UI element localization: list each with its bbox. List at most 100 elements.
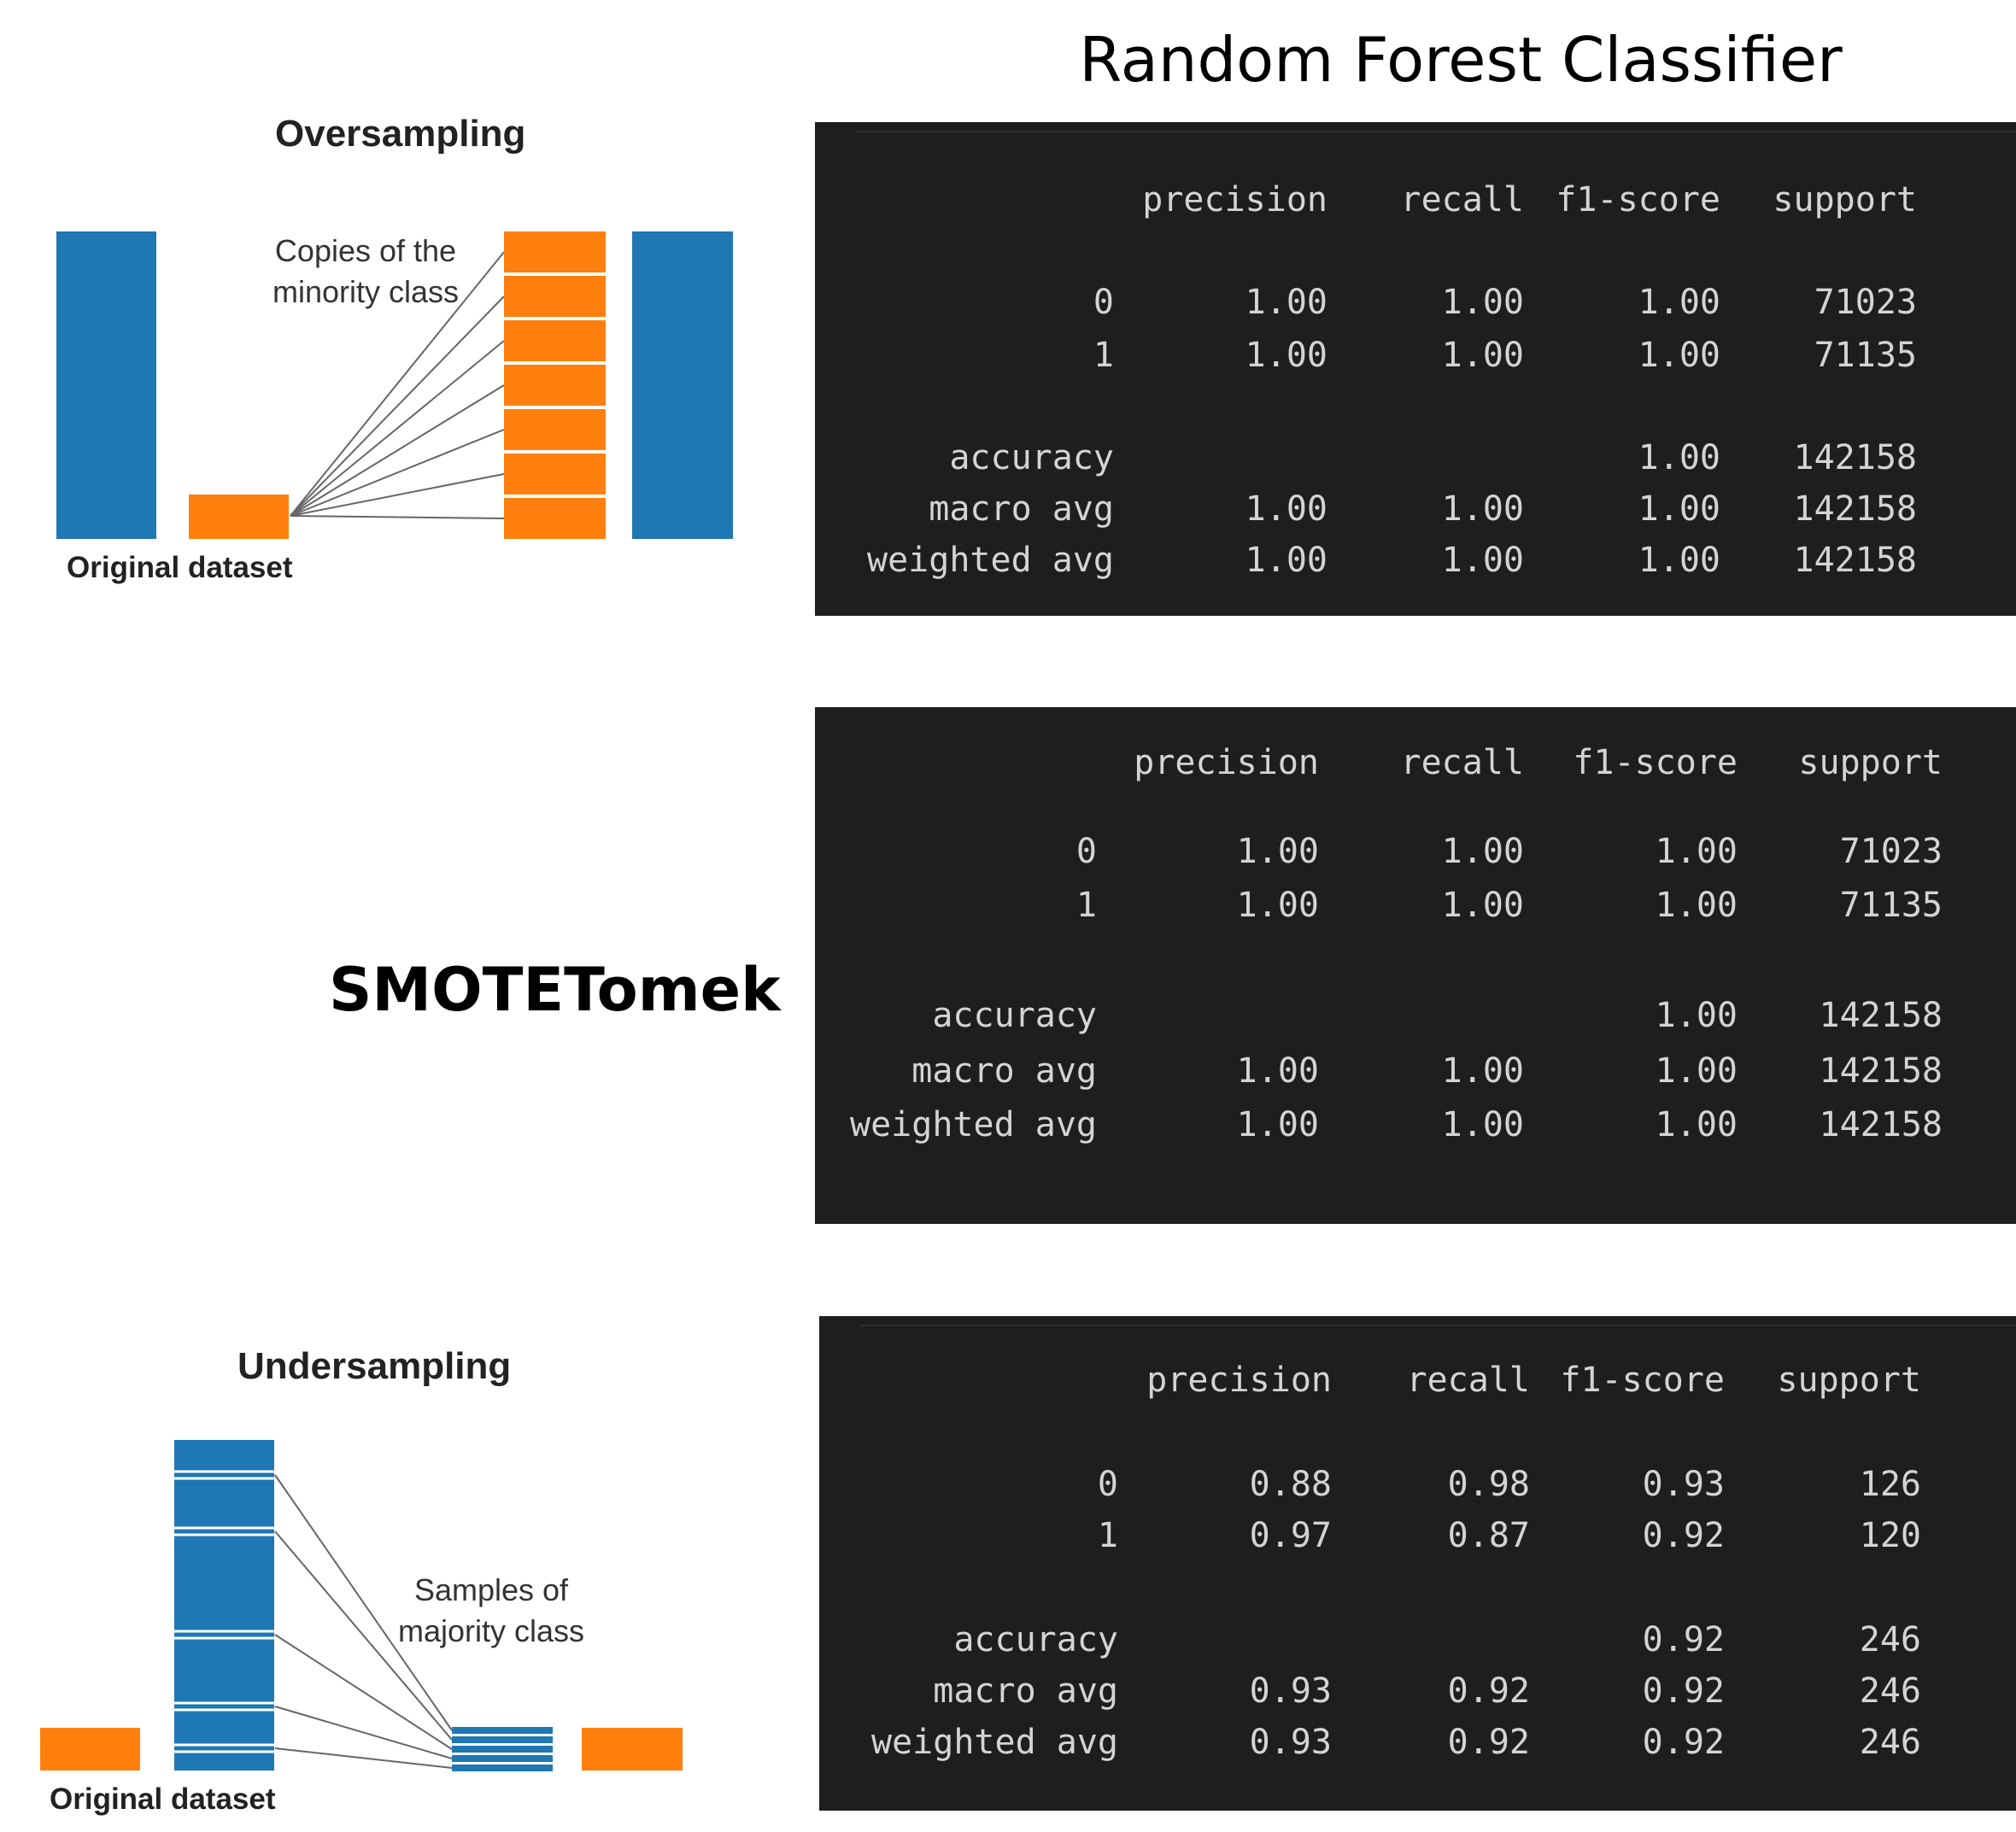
report-cell-recall: 1.00	[1441, 886, 1524, 925]
report-cell-f1: 1.00	[1638, 541, 1720, 580]
report-cell-support: 71135	[1814, 336, 1917, 375]
report-row-label: 1	[1075, 886, 1097, 925]
report-row-label: 1	[1097, 1516, 1118, 1555]
report-cell-support: 142158	[1819, 1105, 1943, 1144]
oversampling-minority-copies-stack	[504, 231, 606, 539]
report-row-label: accuracy	[932, 996, 1097, 1035]
report-cell-f1: 0.92	[1642, 1516, 1725, 1555]
report-header-recall: recall	[1406, 1361, 1531, 1400]
report-cell-precision: 1.00	[1236, 1051, 1319, 1091]
undersampling-minority-bar	[582, 1728, 683, 1771]
report-header-f1-score: f1-score	[1560, 1361, 1725, 1400]
report-cell-recall: 0.98	[1447, 1465, 1530, 1504]
report-header-f1-score: f1-score	[1556, 180, 1720, 219]
report-cell-recall: 1.00	[1441, 1105, 1524, 1144]
oversampling-result-majority-bar	[632, 231, 733, 539]
minority-copy-block	[504, 231, 606, 272]
report-cell-f1: 0.92	[1642, 1723, 1725, 1762]
report-header-precision: precision	[1134, 743, 1319, 782]
undersampling-annotation-line2: majority class	[397, 1613, 585, 1648]
report-row-label: weighted avg	[867, 541, 1114, 580]
oversampling-footer: Original dataset	[67, 551, 293, 584]
report-cell-recall: 1.00	[1441, 336, 1524, 375]
oversampling-original-minority-bar	[189, 495, 289, 539]
report-cell-precision: 1.00	[1236, 832, 1319, 871]
report-row-label: macro avg	[911, 1051, 1097, 1091]
minority-copy-block	[504, 365, 606, 406]
report-cell-precision: 0.97	[1249, 1516, 1332, 1555]
smotetomek-label: SMOTETomek	[329, 955, 781, 1025]
report-cell-f1: 0.93	[1642, 1465, 1725, 1504]
report-row-label: 1	[1093, 336, 1114, 375]
report-header-recall: recall	[1400, 743, 1525, 782]
report-cell-support: 246	[1859, 1620, 1921, 1659]
report-cell-support: 142158	[1793, 438, 1918, 477]
classification-report-smotetomek: precision recall f1-score support 0 1.00 1.00 1…	[815, 707, 2016, 1224]
report-cell-f1: 1.00	[1655, 886, 1738, 925]
report-cell-recall: 1.00	[1441, 832, 1524, 871]
report-cell-support: 120	[1859, 1516, 1921, 1555]
report-cell-support: 142158	[1819, 1051, 1943, 1091]
report-cell-recall: 0.92	[1447, 1723, 1530, 1762]
report-cell-f1: 1.00	[1638, 336, 1720, 375]
report-cell-f1: 1.00	[1655, 1105, 1738, 1144]
minority-copy-block	[504, 276, 606, 317]
report-row-label: 0	[1097, 1465, 1118, 1504]
majority-sample-block	[452, 1727, 553, 1734]
report-cell-precision: 1.00	[1236, 886, 1319, 925]
report-row-label: accuracy	[949, 438, 1114, 477]
panel-divider	[856, 131, 2016, 132]
report-cell-support: 142158	[1793, 489, 1918, 529]
report-cell-recall: 0.87	[1447, 1516, 1530, 1555]
undersampling-annotation-line1: Samples of	[413, 1572, 569, 1607]
oversampling-annotation: Copies of the minority class	[272, 231, 460, 313]
report-header-precision: precision	[1146, 1361, 1332, 1400]
majority-sample-block	[452, 1765, 553, 1771]
report-cell-precision: 1.00	[1245, 336, 1327, 375]
majority-sample-block	[452, 1736, 553, 1743]
report-cell-support: 246	[1859, 1723, 1921, 1762]
report-row-label: macro avg	[933, 1671, 1118, 1711]
report-cell-support: 71023	[1814, 283, 1917, 322]
report-cell-recall: 1.00	[1441, 283, 1524, 322]
undersampling-footer: Original dataset	[50, 1782, 276, 1816]
report-header-recall: recall	[1400, 180, 1525, 219]
report-cell-f1: 0.92	[1642, 1620, 1725, 1659]
report-header-support: support	[1773, 180, 1917, 219]
minority-copy-block	[504, 320, 606, 361]
majority-sample-block	[452, 1755, 553, 1762]
report-cell-precision: 0.88	[1249, 1465, 1332, 1504]
report-row-label: weighted avg	[850, 1105, 1097, 1144]
report-row-label: weighted avg	[871, 1723, 1118, 1762]
undersampling-sampled-majority-stack	[452, 1727, 553, 1771]
oversampling-annotation-line1: Copies of the	[274, 233, 457, 268]
report-cell-precision: 1.00	[1245, 489, 1327, 529]
classification-report-oversampling: precision recall f1-score support 0 1.00 1.00 1…	[815, 122, 2016, 616]
report-cell-recall: 1.00	[1441, 541, 1524, 580]
report-cell-f1: 1.00	[1655, 996, 1738, 1035]
report-cell-recall: 1.00	[1441, 489, 1524, 529]
report-cell-f1: 1.00	[1638, 438, 1720, 477]
report-cell-support: 71023	[1839, 832, 1943, 871]
report-cell-f1: 0.92	[1642, 1671, 1725, 1711]
report-cell-recall: 1.00	[1441, 1051, 1524, 1091]
classification-report-undersampling: precision recall f1-score support 0 0.88 0.98 0…	[819, 1316, 2016, 1811]
report-cell-f1: 1.00	[1638, 283, 1720, 322]
oversampling-original-majority-bar	[56, 231, 156, 539]
report-header-support: support	[1798, 743, 1943, 782]
report-row-label: 0	[1075, 832, 1097, 871]
undersampling-title: Undersampling	[237, 1345, 512, 1387]
report-cell-support: 142158	[1793, 541, 1918, 580]
report-row-label: 0	[1093, 283, 1114, 322]
report-header-support: support	[1777, 1361, 1921, 1400]
panel-divider	[860, 1325, 2016, 1326]
report-header-precision: precision	[1142, 180, 1327, 219]
report-row-label: macro avg	[929, 489, 1114, 529]
minority-copy-block	[504, 498, 606, 539]
report-cell-precision: 1.00	[1245, 283, 1327, 322]
report-row-label: accuracy	[953, 1620, 1118, 1659]
undersampling-original-majority-bar	[174, 1440, 274, 1771]
